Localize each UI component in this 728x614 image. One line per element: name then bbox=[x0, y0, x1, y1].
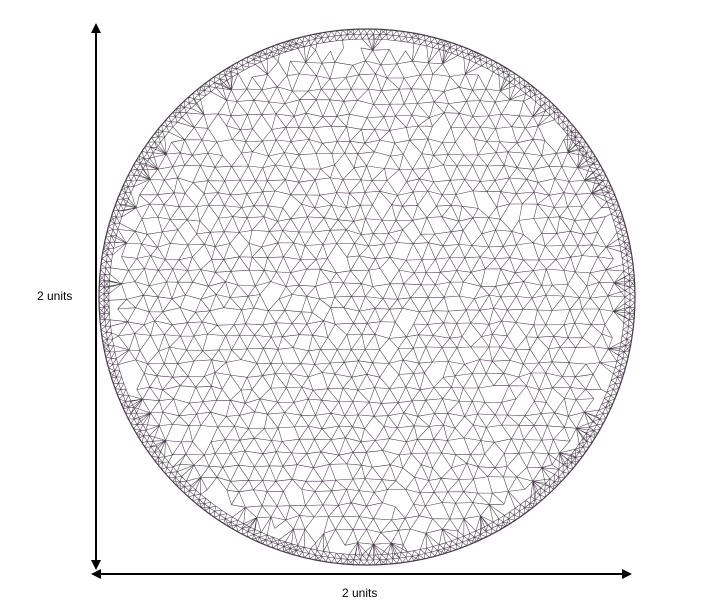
triangular-mesh bbox=[99, 29, 635, 565]
mesh-edges bbox=[99, 29, 635, 565]
domain-boundary bbox=[99, 29, 635, 565]
height-label: 2 units bbox=[37, 289, 72, 303]
width-label: 2 units bbox=[342, 586, 377, 600]
